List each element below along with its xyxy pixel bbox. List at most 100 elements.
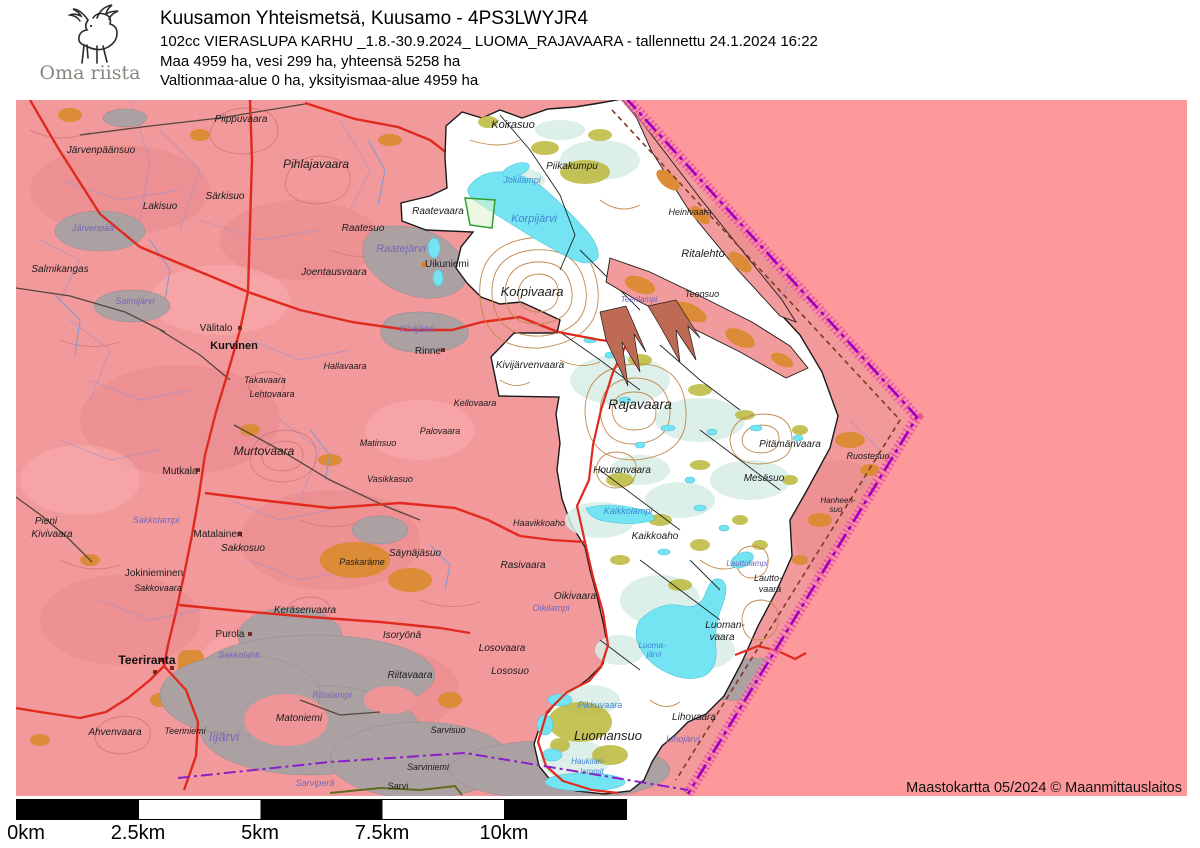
map-label: Matoniemi [276,713,323,724]
permit-subtitle: 102cc VIERASLUPA KARHU _1.8.-30.9.2024_ … [160,33,818,50]
area-summary: Maa 4959 ha, vesi 299 ha, yhteensä 5258 … [160,52,461,70]
map-label: Järvenpää [71,223,114,233]
scale-label: 10km [479,822,529,844]
map-label: Koirasuo [491,119,534,131]
map-label: Sarviniemi [407,762,450,772]
map-label: Teeriranta [118,653,175,667]
map-label: Oikilampi [532,603,570,613]
map-label: Rinne [415,346,442,357]
map-label: Jokinieminen [125,568,183,579]
map-label: Säynäjäsuo [389,548,442,559]
map-label: Lauttolampi [726,559,768,568]
map-label: Pitämänvaara [759,439,821,450]
map-label: Mesäsuo [744,473,785,484]
map-label: Haukilan- [571,757,605,766]
map-label: Matalainen [194,529,243,540]
map-label: Teensuo [685,289,719,299]
map-label: Rajavaara [608,396,672,412]
map-label: Järvenpäänsuo [66,145,136,156]
oma-riista-logo: Oma riista [30,2,150,94]
map-label: Sakkolahti [218,650,261,660]
map-label: Kellovaara [454,398,497,408]
map-label: Lautto- [754,573,782,583]
scale-label: 5km [241,822,279,844]
track-line [329,784,463,796]
page-title: Kuusamon Yhteismetsä, Kuusamo - 4PS3LWYJ… [160,8,589,29]
map-label: Lehtovaara [249,389,294,399]
map-label: Ahvenvaara [87,727,142,738]
map-label: Vasikkasuo [367,474,413,484]
map-label: Särkisuo [206,191,245,202]
map-label: Losovaara [479,643,526,654]
map-label: Oikivaara [554,591,597,602]
map-label: Purola [216,629,245,640]
map-label: Raatejärvi [376,243,426,255]
map-label: Sarvi [388,781,409,791]
map-label: Kivijärvi [400,324,435,335]
logo-text: Oma riista [39,62,141,84]
topographic-map: Piippuvaara Järvenpäänsuo Pihlajavaara Särk… [15,93,1187,801]
map-labels: Piippuvaara Järvenpäänsuo Pihlajavaara Särk… [31,114,889,791]
green-parcel [464,197,496,229]
map-label: Sakkolampi [133,515,181,525]
map-label: Lihojärvi [666,734,701,744]
map-label: Pihlajavaara [283,157,349,171]
map-label: Matinsuo [360,438,397,448]
map-label: Luoma- [638,641,665,650]
scale-label: 0km [7,822,45,844]
map-label: Isoryönä [383,630,422,641]
map-label: Kurvinen [210,340,258,352]
map-label: vaara [759,584,782,594]
uikuniemi-dot [422,262,427,267]
map-label: Riitavaara [387,670,432,681]
map-label: Sakkovaara [134,583,182,593]
border-zone-flat [628,100,1187,796]
map-canvas: Piippuvaara Järvenpäänsuo Pihlajavaara Särk… [15,93,1187,801]
map-label: Kivivaara [31,529,73,540]
map-label: Piippuvaara [215,114,268,125]
map-label: Sakkosuo [221,543,265,554]
excluded-wedges [599,111,809,387]
map-label: Mutkala [162,466,197,477]
map-label: Houranvaara [593,465,651,476]
map-label: Palovaara [420,426,461,436]
map-label: Joentausvaara [300,267,367,278]
scale-bar: 0km 2.5km 5km 7.5km 10km [0,796,1200,848]
olive-patches [478,116,808,765]
map-label: Riitalampi [312,690,353,700]
building-dots [153,326,445,674]
scale-bar-segments [16,799,627,820]
map-label: Kaikkolampi [604,506,654,516]
municipal-boundary [177,751,689,791]
map-label: Haavikkoaho [513,518,565,528]
map-label: Välitalo [200,323,233,334]
wetland-patches [495,120,790,780]
map-label: Hallavaara [323,361,366,371]
map-label: Takavaara [244,375,286,385]
header: Oma riista Kuusamon Yhteismetsä, Kuusamo… [0,0,1200,100]
map-label: Lakisuo [143,201,178,212]
map-label: Keräsenvaara [274,605,337,616]
minor-roads [15,103,421,716]
map-label: Paskaräme [339,557,385,567]
map-label: Ruostesuo [846,451,889,461]
map-label: Piikakumpu [546,161,598,172]
map-label: Hanheen- [820,496,855,505]
map-label: Sarviperä [296,778,335,788]
map-label: Korpivaara [501,284,564,299]
map-label: Murtovaara [234,444,295,458]
map-label: Salmijärvi [115,296,155,306]
map-label: Raatesuo [342,223,385,234]
map-label: suo [830,505,843,514]
map-label: Rasivaara [500,560,545,571]
lakes-cyan [427,162,804,792]
map-label: lammit [580,767,604,776]
map-label: Kaikkoaho [632,531,679,542]
map-label: Iijärvi [209,729,240,744]
map-label: Pikkuvaara [578,700,623,710]
map-label: Teeriniemi [164,726,206,736]
map-label: Lihovaara [672,712,716,723]
main-roads [15,99,559,791]
map-label: Teerilampi [621,295,658,304]
